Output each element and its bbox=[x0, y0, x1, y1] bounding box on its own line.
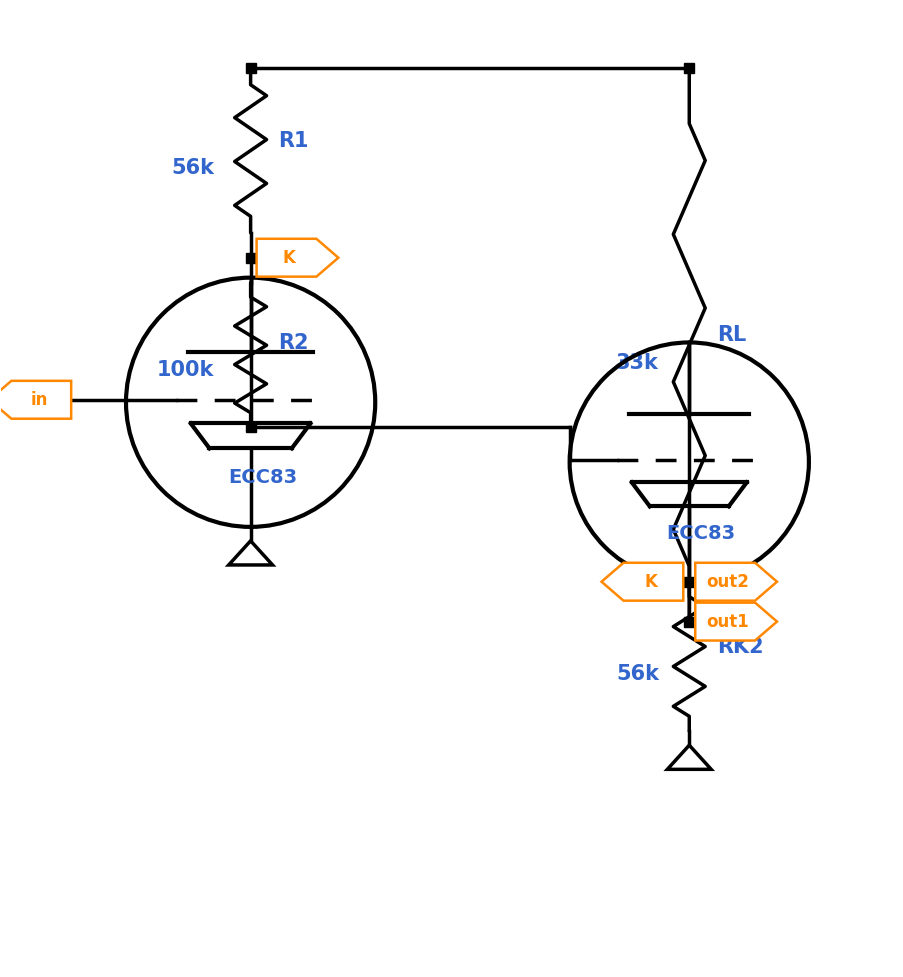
Text: K: K bbox=[644, 573, 656, 591]
Bar bbox=[246, 422, 256, 432]
Bar bbox=[246, 64, 256, 73]
Text: 56k: 56k bbox=[615, 664, 658, 685]
Text: RK2: RK2 bbox=[716, 636, 763, 657]
Text: 56k: 56k bbox=[171, 158, 214, 179]
Polygon shape bbox=[694, 563, 777, 601]
Bar bbox=[246, 253, 256, 263]
Polygon shape bbox=[694, 603, 777, 641]
Bar bbox=[684, 576, 694, 587]
Polygon shape bbox=[0, 381, 71, 419]
Text: R1: R1 bbox=[278, 131, 309, 150]
Text: out1: out1 bbox=[705, 613, 748, 630]
Text: out2: out2 bbox=[705, 573, 748, 591]
Text: RL: RL bbox=[716, 325, 746, 345]
Text: in: in bbox=[31, 391, 48, 408]
Bar bbox=[684, 64, 694, 73]
Text: ECC83: ECC83 bbox=[228, 468, 297, 487]
Text: K: K bbox=[282, 249, 294, 267]
Polygon shape bbox=[600, 563, 683, 601]
Bar bbox=[684, 616, 694, 626]
Text: 100k: 100k bbox=[157, 360, 214, 380]
Text: R2: R2 bbox=[278, 333, 309, 353]
Polygon shape bbox=[256, 238, 338, 276]
Text: 33k: 33k bbox=[615, 353, 658, 373]
Text: ECC83: ECC83 bbox=[666, 525, 735, 543]
